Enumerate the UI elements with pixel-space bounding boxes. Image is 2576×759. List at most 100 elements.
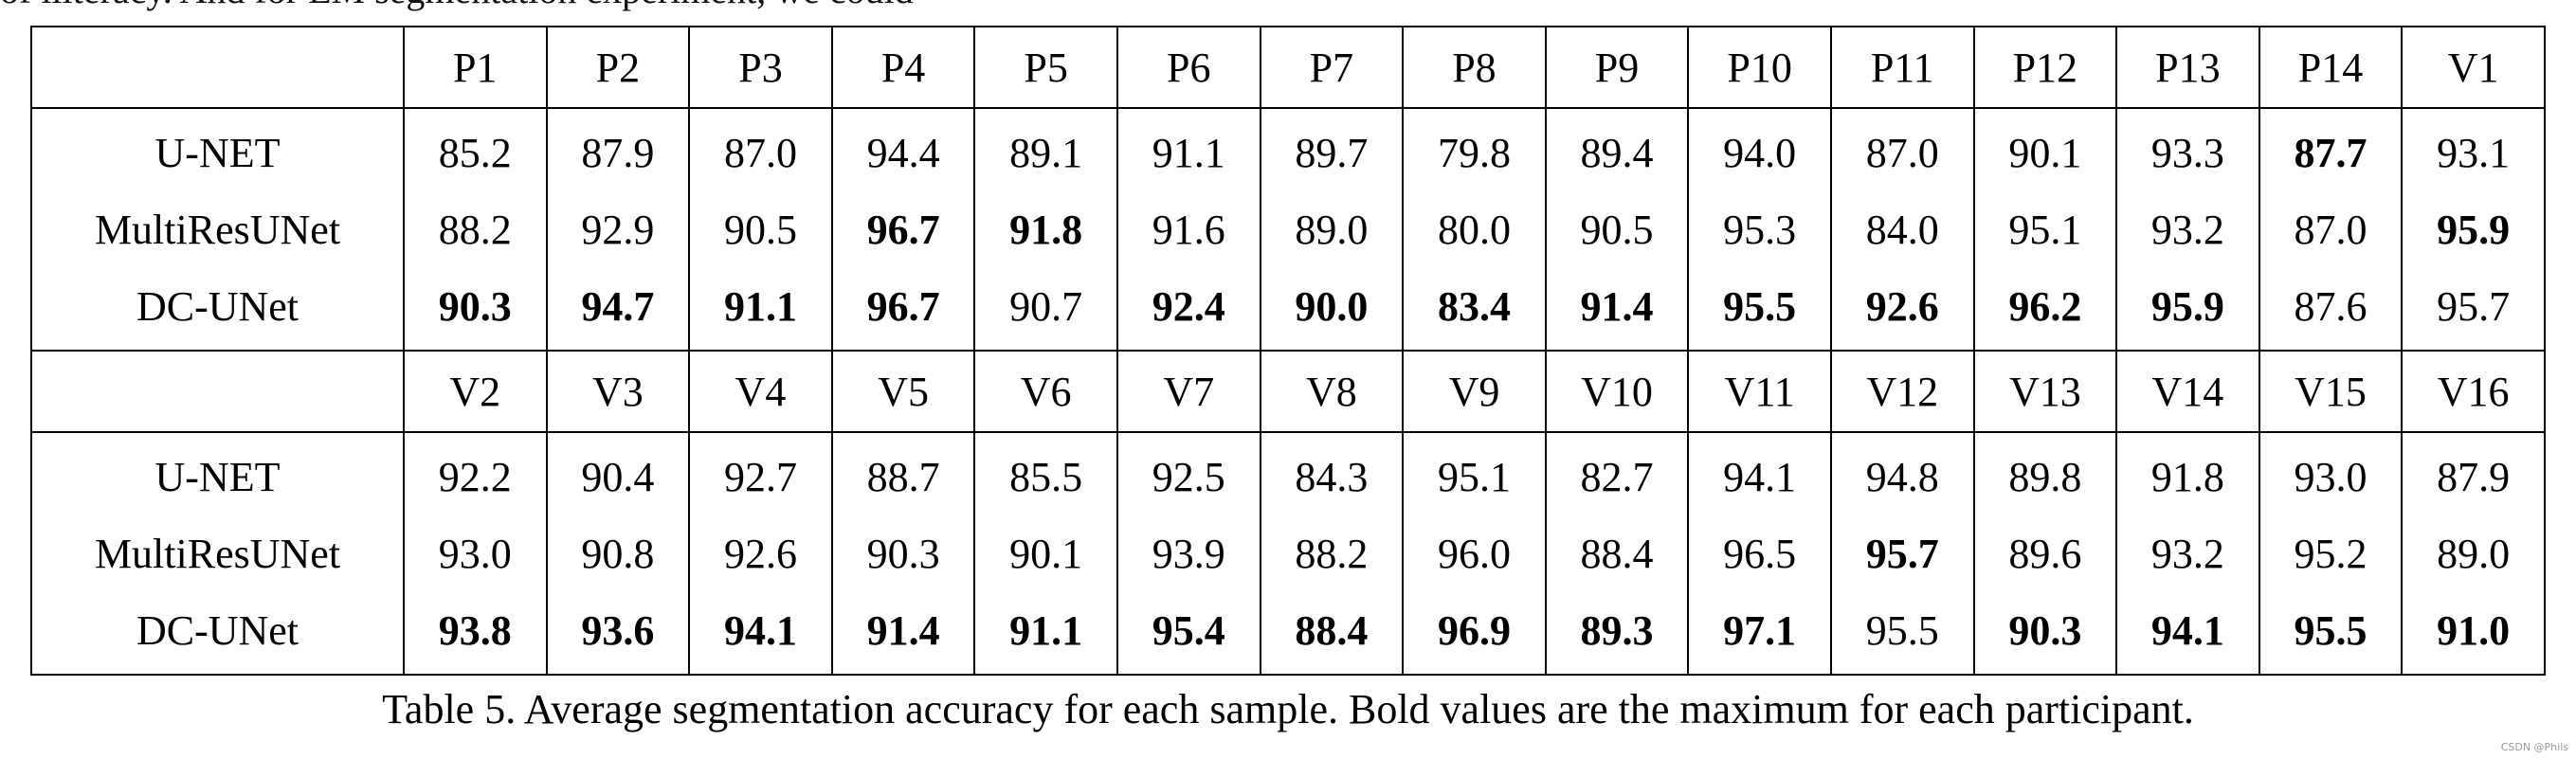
accuracy-value: 88.4 xyxy=(1259,590,1405,676)
accuracy-value: 88.2 xyxy=(403,192,548,266)
column-header: V4 xyxy=(688,350,833,433)
accuracy-value: 95.3 xyxy=(1687,192,1832,266)
accuracy-value: 89.1 xyxy=(973,108,1118,192)
accuracy-value: 95.7 xyxy=(2401,266,2546,352)
accuracy-value: 87.6 xyxy=(2258,266,2404,352)
column-header: P10 xyxy=(1687,26,1832,109)
accuracy-value: 93.9 xyxy=(1116,516,1261,590)
header-row: V2 V3 V4 V5 V6 V7 V8 V9 V10 V11 V12 V13 V14 V15 V16 xyxy=(30,350,2546,433)
accuracy-value: 90.3 xyxy=(403,266,548,352)
accuracy-value: 96.9 xyxy=(1402,590,1547,676)
accuracy-value: 92.2 xyxy=(403,432,548,516)
column-header: V11 xyxy=(1687,350,1832,433)
accuracy-value: 82.7 xyxy=(1544,432,1690,516)
accuracy-value: 79.8 xyxy=(1402,108,1547,192)
accuracy-value: 93.8 xyxy=(403,590,548,676)
accuracy-value: 85.2 xyxy=(403,108,548,192)
corner-cell xyxy=(30,26,405,109)
accuracy-value: 91.8 xyxy=(2115,432,2260,516)
column-header: V10 xyxy=(1544,350,1690,433)
accuracy-value: 89.0 xyxy=(2401,516,2546,590)
table-caption: Table 5. Average segmentation accuracy f… xyxy=(382,686,2194,732)
table-row: DC-UNet 93.8 93.6 94.1 91.4 91.1 95.4 88.4 96.9 8… xyxy=(30,590,2546,676)
accuracy-value: 95.4 xyxy=(1116,590,1261,676)
accuracy-value: 90.3 xyxy=(1972,590,2118,676)
column-header: V5 xyxy=(830,350,976,433)
column-header: P11 xyxy=(1829,26,1975,109)
accuracy-value: 90.3 xyxy=(830,516,976,590)
column-header: V7 xyxy=(1116,350,1261,433)
method-name: MultiResUNet xyxy=(30,516,405,590)
table-row: U-NET 92.2 90.4 92.7 88.7 85.5 92.5 84.3 95.1 82.… xyxy=(30,432,2546,516)
accuracy-value: 89.4 xyxy=(1544,108,1690,192)
accuracy-value: 96.7 xyxy=(830,266,976,352)
table-row: MultiResUNet 93.0 90.8 92.6 90.3 90.1 93.9 88.2… xyxy=(30,516,2546,590)
method-name: DC-UNet xyxy=(30,266,405,352)
table-row: MultiResUNet 88.2 92.9 90.5 96.7 91.8 91.6 89.0… xyxy=(30,192,2546,266)
accuracy-value: 84.0 xyxy=(1829,192,1975,266)
column-header: V13 xyxy=(1972,350,2118,433)
column-header: V6 xyxy=(973,350,1118,433)
column-header: V14 xyxy=(2115,350,2260,433)
accuracy-value: 96.5 xyxy=(1687,516,1832,590)
column-header: V1 xyxy=(2401,26,2546,109)
column-header: V15 xyxy=(2258,350,2404,433)
column-header: V16 xyxy=(2401,350,2546,433)
table-row: DC-UNet 90.3 94.7 91.1 96.7 90.7 92.4 90.0 83.4 9… xyxy=(30,266,2546,352)
accuracy-value: 95.9 xyxy=(2115,266,2260,352)
method-name: U-NET xyxy=(30,108,405,192)
accuracy-value: 90.5 xyxy=(1544,192,1690,266)
column-header: V3 xyxy=(545,350,691,433)
accuracy-value: 90.7 xyxy=(973,266,1118,352)
accuracy-value: 93.3 xyxy=(2115,108,2260,192)
watermark: CSDN @Phils xyxy=(2500,741,2568,753)
column-header: P3 xyxy=(688,26,833,109)
column-header: V8 xyxy=(1259,350,1405,433)
accuracy-value: 90.4 xyxy=(545,432,691,516)
accuracy-value: 88.4 xyxy=(1544,516,1690,590)
accuracy-value: 93.1 xyxy=(2401,108,2546,192)
accuracy-value: 89.8 xyxy=(1972,432,2118,516)
column-header: P4 xyxy=(830,26,976,109)
method-name: DC-UNet xyxy=(30,590,405,676)
column-header: P6 xyxy=(1116,26,1261,109)
accuracy-value: 95.5 xyxy=(1687,266,1832,352)
column-header: P13 xyxy=(2115,26,2260,109)
table-row: U-NET 85.2 87.9 87.0 94.4 89.1 91.1 89.7 79.8 89.… xyxy=(30,108,2546,192)
accuracy-value: 89.3 xyxy=(1544,590,1690,676)
accuracy-value: 93.6 xyxy=(545,590,691,676)
accuracy-value: 94.8 xyxy=(1829,432,1975,516)
accuracy-value: 84.3 xyxy=(1259,432,1405,516)
accuracy-value: 80.0 xyxy=(1402,192,1547,266)
accuracy-value: 87.7 xyxy=(2258,108,2404,192)
accuracy-value: 88.7 xyxy=(830,432,976,516)
accuracy-value: 96.2 xyxy=(1972,266,2118,352)
accuracy-value: 95.1 xyxy=(1402,432,1547,516)
accuracy-value: 87.9 xyxy=(2401,432,2546,516)
accuracy-value: 91.1 xyxy=(973,590,1118,676)
column-header: P9 xyxy=(1544,26,1690,109)
accuracy-value: 95.9 xyxy=(2401,192,2546,266)
method-name: U-NET xyxy=(30,432,405,516)
accuracy-value: 94.4 xyxy=(830,108,976,192)
accuracy-value: 94.7 xyxy=(545,266,691,352)
corner-cell xyxy=(30,350,405,433)
accuracy-value: 91.4 xyxy=(830,590,976,676)
column-header: P7 xyxy=(1259,26,1405,109)
column-header: V2 xyxy=(403,350,548,433)
column-header: P8 xyxy=(1402,26,1547,109)
column-header: V9 xyxy=(1402,350,1547,433)
accuracy-value: 90.5 xyxy=(688,192,833,266)
accuracy-value: 96.7 xyxy=(830,192,976,266)
accuracy-value: 93.2 xyxy=(2115,516,2260,590)
accuracy-value: 97.1 xyxy=(1687,590,1832,676)
accuracy-value: 89.0 xyxy=(1259,192,1405,266)
accuracy-value: 92.7 xyxy=(688,432,833,516)
accuracy-value: 87.0 xyxy=(1829,108,1975,192)
accuracy-value: 95.5 xyxy=(2258,590,2404,676)
accuracy-value: 89.7 xyxy=(1259,108,1405,192)
accuracy-value: 93.0 xyxy=(403,516,548,590)
accuracy-value: 91.8 xyxy=(973,192,1118,266)
accuracy-value: 91.1 xyxy=(1116,108,1261,192)
accuracy-value: 92.9 xyxy=(545,192,691,266)
